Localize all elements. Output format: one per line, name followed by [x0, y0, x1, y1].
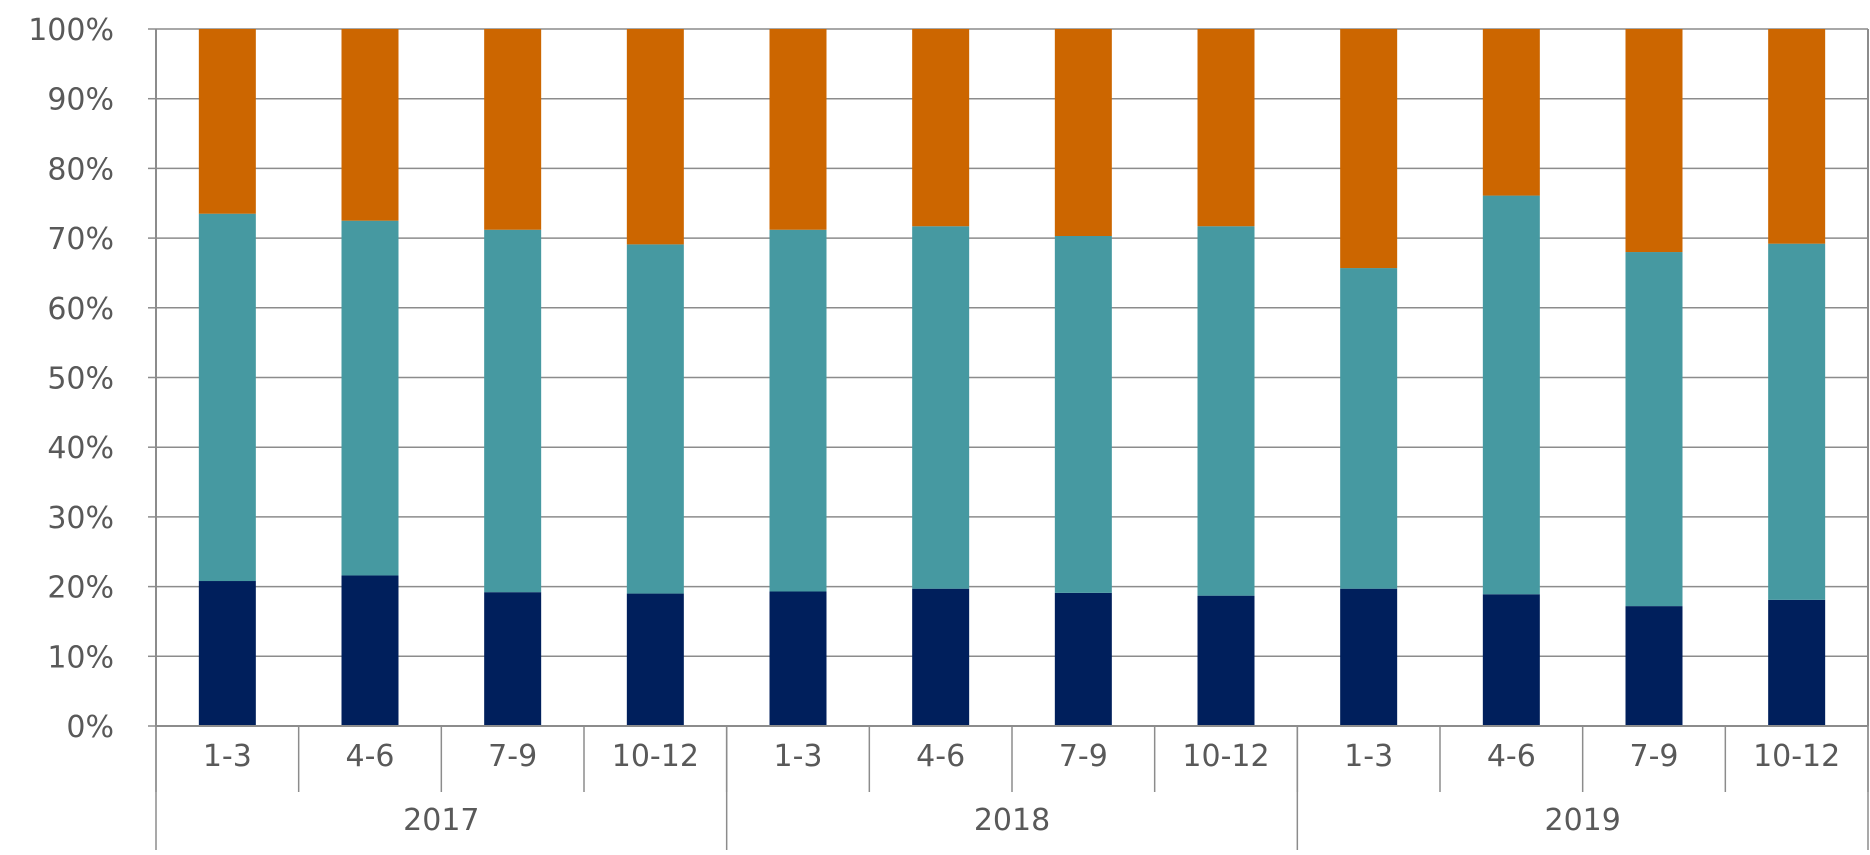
bar-segment-series-1	[912, 588, 970, 726]
bar-segment-series-1	[1625, 606, 1683, 726]
bar-segment-series-3	[626, 29, 684, 245]
bar-segment-series-2	[1625, 252, 1683, 607]
gridlines	[156, 28, 1868, 727]
bar-segment-series-1	[1768, 599, 1826, 726]
x-tick-label: 1-3	[1344, 739, 1393, 774]
x-group-label: 2017	[403, 803, 479, 838]
x-tick-label: 4-6	[1487, 739, 1536, 774]
y-tick-label: 40%	[47, 431, 114, 466]
x-tick-label: 1-3	[203, 739, 252, 774]
bar-segment-series-2	[1482, 195, 1540, 595]
bar-segment-series-2	[912, 226, 970, 589]
y-tick-label: 100%	[28, 13, 114, 48]
x-tick-label: 4-6	[916, 739, 965, 774]
bar-segment-series-2	[1054, 236, 1112, 593]
y-tick-label: 80%	[47, 152, 114, 187]
bar-segment-series-1	[1197, 595, 1255, 726]
x-tick-label: 1-3	[774, 739, 823, 774]
bar-segment-series-3	[1197, 29, 1255, 227]
bar-segment-series-1	[484, 592, 542, 726]
y-tick-label: 20%	[47, 571, 114, 606]
x-tick-label: 7-9	[1630, 739, 1679, 774]
bar-segment-series-3	[484, 29, 542, 230]
bar-segment-series-2	[626, 244, 684, 594]
bar-segment-series-3	[1340, 29, 1398, 269]
bar-segment-series-3	[341, 29, 399, 221]
bar-segment-series-2	[198, 213, 256, 582]
bar-segment-series-2	[484, 229, 542, 593]
y-tick-label: 60%	[47, 292, 114, 327]
bar-segment-series-2	[341, 220, 399, 576]
bar-segment-series-3	[912, 29, 970, 227]
y-tick-label: 50%	[47, 362, 114, 397]
y-tick-label: 0%	[66, 710, 114, 745]
bar-segment-series-1	[769, 591, 827, 726]
y-tick-label: 10%	[47, 640, 114, 675]
tick-labels: 0% 10% 20% 30% 40% 50% 60% 70% 80% 90% 100% 1-3 4-6 7…	[28, 13, 1840, 838]
y-tick-label: 70%	[47, 222, 114, 257]
x-tick-label: 7-9	[488, 739, 537, 774]
bar-segment-series-3	[1054, 29, 1112, 237]
y-tick-label: 90%	[47, 83, 114, 118]
bar-segment-series-2	[1197, 226, 1255, 596]
bar-segment-series-1	[341, 575, 399, 726]
bar-segment-series-3	[769, 29, 827, 230]
bar-segment-series-3	[1625, 29, 1683, 253]
axes	[148, 28, 1869, 850]
bar-segment-series-1	[626, 593, 684, 726]
bar-segment-series-1	[1054, 592, 1112, 726]
bar-segment-series-1	[1482, 594, 1540, 726]
bar-segment-series-2	[1768, 243, 1826, 600]
bar-segment-series-2	[769, 229, 827, 592]
bar-segment-series-1	[1340, 588, 1398, 726]
bars	[198, 29, 1826, 726]
bar-segment-series-3	[1482, 29, 1540, 196]
x-tick-label: 4-6	[346, 739, 395, 774]
bar-segment-series-3	[198, 29, 256, 214]
x-group-label: 2018	[974, 803, 1050, 838]
x-tick-label: 10-12	[1753, 739, 1840, 774]
x-tick-label: 10-12	[612, 739, 699, 774]
y-tick-label: 30%	[47, 501, 114, 536]
bar-segment-series-2	[1340, 268, 1398, 589]
bar-segment-series-1	[198, 581, 256, 726]
bar-segment-series-3	[1768, 29, 1826, 244]
x-tick-label: 10-12	[1182, 739, 1269, 774]
x-group-label: 2019	[1544, 803, 1620, 838]
x-tick-label: 7-9	[1059, 739, 1108, 774]
